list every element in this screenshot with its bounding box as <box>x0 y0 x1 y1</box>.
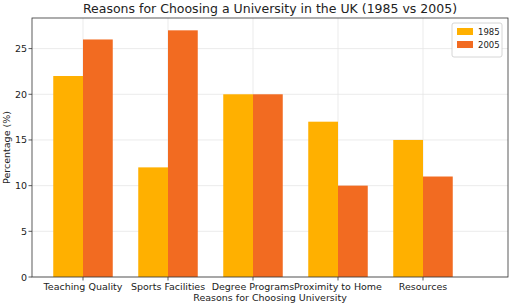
y-tick-label: 15 <box>15 134 27 145</box>
plot-frame <box>32 18 508 277</box>
y-tick <box>29 231 33 232</box>
y-tick-label: 5 <box>21 226 27 237</box>
chart-container: 0 5 10 15 20 25 Teaching Quality Sports Facilit… <box>0 0 512 305</box>
x-axis-label: Reasons for Choosing University <box>193 292 347 303</box>
bar <box>338 186 368 277</box>
y-tick-label: 10 <box>15 180 27 191</box>
bar <box>393 140 423 277</box>
x-tick <box>423 277 424 281</box>
legend-swatch <box>457 28 473 35</box>
legend-swatch <box>457 41 473 48</box>
bar <box>168 30 198 277</box>
y-tick-label: 25 <box>15 43 27 54</box>
legend-label: 2005 <box>478 40 500 50</box>
y-tick <box>29 277 33 278</box>
legend-label: 1985 <box>478 27 500 37</box>
bar <box>53 76 83 277</box>
x-tick-label: Proximity to Home <box>294 281 382 292</box>
bar <box>308 122 338 277</box>
y-tick <box>29 139 33 140</box>
bar <box>138 167 168 277</box>
bar <box>253 94 283 277</box>
y-tick <box>29 185 33 186</box>
x-tick-label: Teaching Quality <box>43 281 123 292</box>
x-tick-label: Degree Programs <box>212 281 295 292</box>
title: Reasons for Choosing a University in the… <box>83 1 457 16</box>
y-tick <box>29 94 33 95</box>
x-tick-label: Resources <box>399 281 448 292</box>
bar <box>423 177 453 277</box>
x-tick-label: Sports Facilities <box>131 281 205 292</box>
legend: 1985 2005 <box>452 23 502 57</box>
x-tick <box>253 277 254 281</box>
y-tick <box>29 48 33 49</box>
y-axis-label: Percentage (%) <box>1 111 12 184</box>
x-tick <box>338 277 339 281</box>
chart-svg: 0 5 10 15 20 25 Teaching Quality Sports Facilit… <box>0 0 512 305</box>
y-tick-label: 0 <box>21 272 27 283</box>
bars <box>53 30 453 277</box>
bar <box>223 94 253 277</box>
bar <box>83 39 113 277</box>
legend-box <box>452 23 502 57</box>
y-tick-label: 20 <box>15 89 27 100</box>
x-tick <box>83 277 84 281</box>
x-tick <box>168 277 169 281</box>
